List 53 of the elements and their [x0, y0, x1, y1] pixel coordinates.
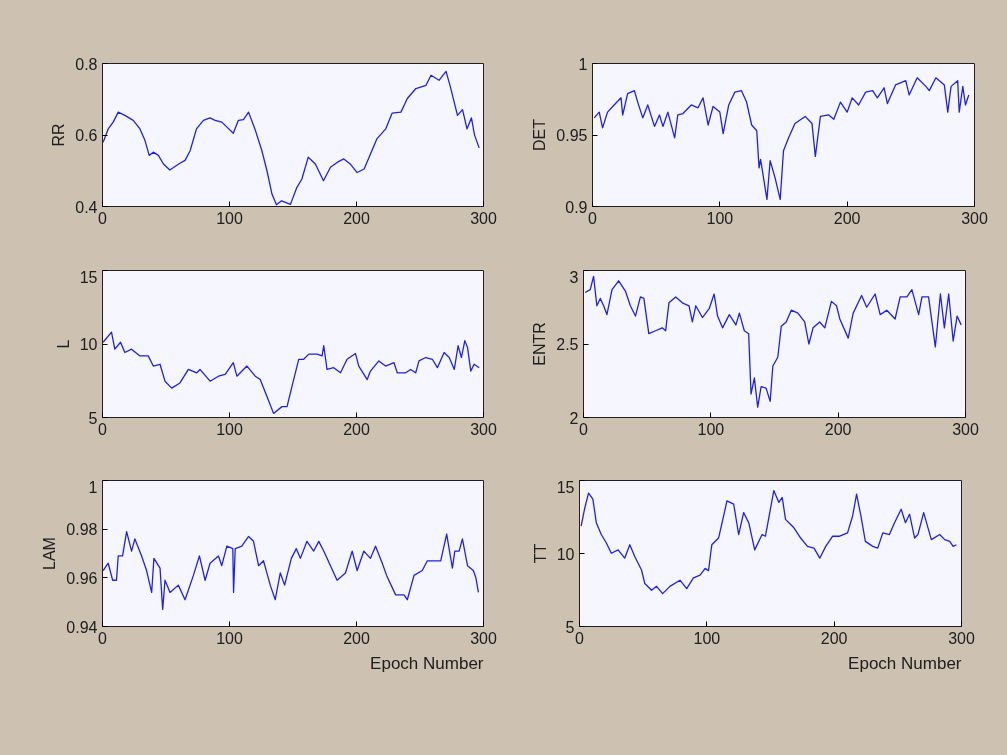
x-tick-label: 300: [470, 629, 497, 647]
x-tick-label: 200: [824, 420, 852, 438]
y-tick-label: 0.8: [75, 55, 98, 73]
x-tick-label: 300: [470, 209, 497, 227]
x-tick-label: 100: [216, 420, 243, 438]
x-tick-label: 300: [948, 629, 975, 647]
y-tick-label: 0.94: [66, 618, 98, 636]
x-tick-label: 0: [98, 629, 108, 647]
y-tick-label: 2: [569, 409, 579, 427]
x-tick-label: 100: [693, 629, 721, 647]
y-tick-label: 2.5: [556, 336, 579, 353]
y-tick-label: 1: [578, 55, 588, 73]
y-axis-title: DET: [531, 118, 549, 151]
x-tick-label: 200: [343, 209, 370, 227]
y-tick-label: 15: [556, 478, 575, 496]
y-tick-label: 0.98: [66, 521, 98, 539]
x-tick-label: 300: [961, 209, 988, 227]
y-tick-label: 0.96: [66, 569, 98, 587]
x-tick-label: 200: [343, 420, 370, 438]
y-tick-label: 3: [569, 268, 579, 286]
x-tick-label: 100: [216, 629, 243, 647]
y-tick-label: 5: [88, 409, 98, 427]
y-tick-label: 0.4: [75, 198, 98, 216]
y-tick-label: 0.6: [75, 127, 98, 144]
x-tick-label: 0: [579, 420, 589, 438]
x-axis-title: Epoch Number: [370, 653, 484, 673]
x-tick-label: 0: [98, 420, 108, 438]
x-tick-label: 300: [952, 420, 979, 438]
x-tick-label: 0: [98, 209, 108, 227]
line-series: [102, 70, 480, 206]
x-tick-label: 300: [470, 420, 497, 438]
line-series: [593, 77, 970, 200]
y-tick-label: 1: [88, 478, 98, 496]
x-tick-label: 100: [697, 420, 725, 438]
x-tick-label: 200: [343, 629, 370, 647]
x-tick-label: 200: [833, 209, 861, 227]
y-tick-label: 0.9: [565, 198, 588, 216]
y-axis-title: ENTR: [531, 322, 549, 366]
y-tick-label: 15: [79, 268, 98, 286]
x-axis-title: Epoch Number: [848, 653, 962, 673]
y-axis-title: TT: [531, 543, 549, 564]
y-axis-title: RR: [50, 123, 68, 147]
x-tick-label: 0: [575, 629, 585, 647]
y-axis-title: L: [54, 339, 72, 349]
y-axis-title: LAM: [41, 537, 59, 570]
x-tick-label: 100: [216, 209, 243, 227]
x-tick-label: 200: [820, 629, 848, 647]
y-tick-label: 10: [556, 545, 575, 563]
y-tick-label: 5: [565, 618, 575, 636]
x-tick-label: 0: [588, 209, 598, 227]
y-tick-label: 0.95: [556, 127, 588, 144]
y-tick-label: 10: [79, 336, 98, 353]
x-tick-label: 100: [706, 209, 734, 227]
